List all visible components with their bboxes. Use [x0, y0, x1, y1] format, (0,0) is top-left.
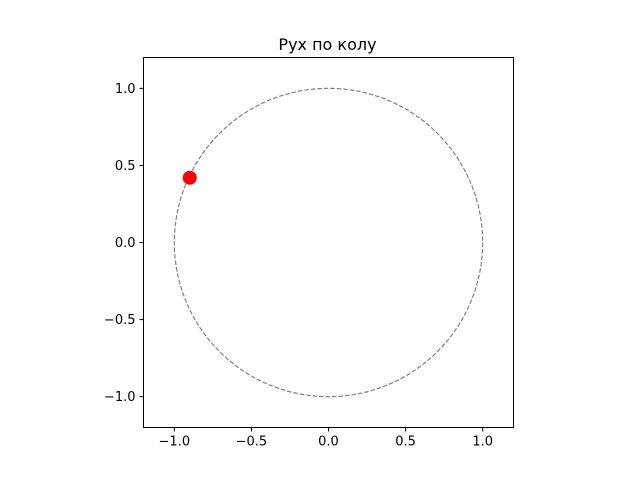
axis-ticks: −1.0 −0.5 0.0 0.5 1.0 −1.0 −0.5 0.0 0.5 1.0 — [104, 82, 493, 450]
y-tick-label: −1.0 — [104, 390, 136, 405]
x-tick-label: −1.0 — [159, 435, 191, 450]
circle-path — [173, 87, 484, 398]
x-tick-label: 0.0 — [318, 435, 339, 450]
y-tick-label: −0.5 — [104, 313, 136, 328]
x-tick-label: −0.5 — [236, 435, 268, 450]
plot-area — [173, 87, 484, 398]
x-tick-label: 0.5 — [395, 435, 416, 450]
y-tick-label: 0.0 — [115, 236, 136, 251]
chart-title: Рух по колу — [278, 35, 376, 54]
moving-point — [182, 170, 197, 185]
y-tick-label: 0.5 — [115, 159, 136, 174]
x-tick-label: 1.0 — [472, 435, 493, 450]
y-tick-label: 1.0 — [115, 82, 136, 97]
